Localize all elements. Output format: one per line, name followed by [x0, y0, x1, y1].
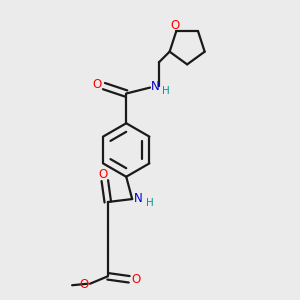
- Text: O: O: [131, 273, 140, 286]
- Text: O: O: [170, 19, 179, 32]
- Text: H: H: [162, 86, 169, 96]
- Text: O: O: [80, 278, 88, 291]
- Text: O: O: [93, 78, 102, 91]
- Text: H: H: [146, 198, 154, 208]
- Text: N: N: [134, 192, 143, 205]
- Text: O: O: [99, 168, 108, 181]
- Text: N: N: [151, 80, 159, 93]
